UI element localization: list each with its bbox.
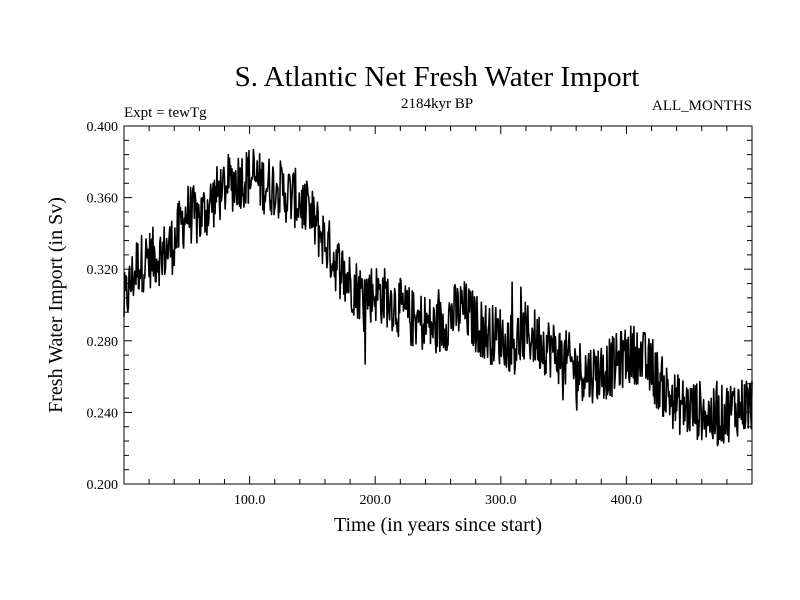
chart-title: S. Atlantic Net Fresh Water Import [235,61,640,93]
series-line [123,148,753,447]
x-tick-label: 400.0 [611,493,643,508]
y-axis-label: Fresh Water Import (in Sv) [45,197,67,413]
x-tick-labels: 100.0 200.0 300.0 400.0 [234,493,642,508]
y-tick-labels: 0.200 0.240 0.280 0.320 0.360 0.400 [87,120,119,493]
experiment-label: Expt = tewTg [124,105,207,121]
x-tick-label: 300.0 [485,493,517,508]
y-tick-label: 0.240 [87,406,119,421]
y-tick-label: 0.280 [87,335,119,350]
y-tick-label: 0.400 [87,120,119,135]
x-tick-label: 100.0 [234,493,266,508]
period-label: 2184kyr BP [401,96,473,112]
y-tick-label: 0.320 [87,263,119,278]
months-label: ALL_MONTHS [652,98,752,114]
x-axis-label: Time (in years since start) [334,514,542,536]
x-tick-label: 200.0 [359,493,391,508]
y-tick-label: 0.360 [87,192,119,207]
plot-frame [123,125,753,485]
y-tick-label: 0.200 [87,478,119,493]
